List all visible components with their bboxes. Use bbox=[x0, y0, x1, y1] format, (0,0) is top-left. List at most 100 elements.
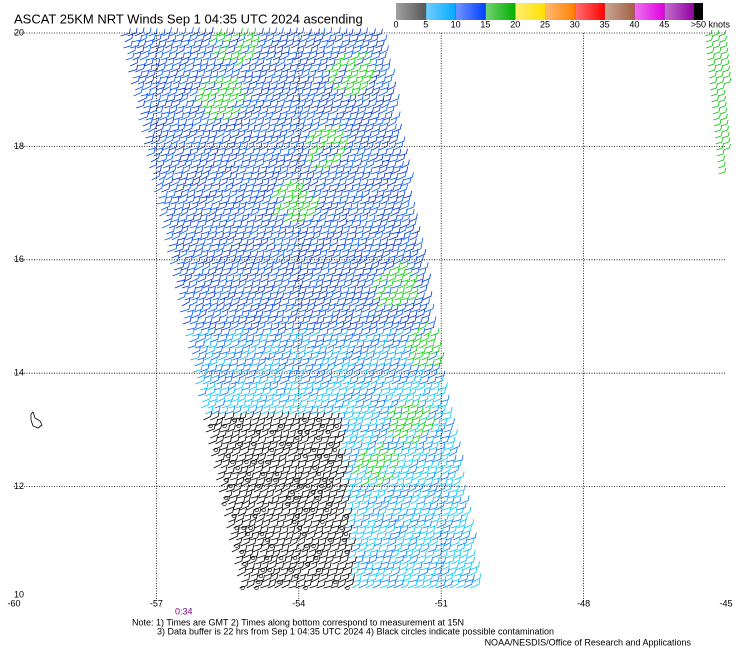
contamination-circle bbox=[328, 459, 333, 465]
colorbar-segment bbox=[634, 3, 665, 20]
contamination-circle bbox=[334, 423, 339, 429]
contamination-circle bbox=[310, 489, 315, 495]
contamination-circle bbox=[279, 555, 284, 561]
contamination-circle bbox=[343, 513, 349, 519]
contamination-circle bbox=[230, 459, 235, 465]
contamination-circle bbox=[265, 537, 270, 543]
contamination-circle bbox=[327, 501, 332, 507]
contamination-circle bbox=[329, 477, 334, 483]
x-tick-label: -54 bbox=[292, 598, 305, 608]
colorbar-segment bbox=[604, 3, 635, 20]
contamination-circle bbox=[239, 417, 244, 423]
contamination-circle bbox=[235, 465, 240, 471]
colorbar-segment bbox=[515, 3, 546, 20]
contamination-circle bbox=[237, 441, 242, 447]
contamination-circle bbox=[269, 429, 275, 435]
contamination-circle bbox=[294, 477, 299, 483]
contamination-circle bbox=[312, 465, 317, 471]
contamination-circle bbox=[224, 495, 229, 501]
colorbar-segment bbox=[425, 3, 457, 20]
contamination-circle bbox=[258, 573, 264, 579]
contamination-circle bbox=[260, 567, 265, 573]
contamination-circle bbox=[344, 549, 349, 555]
contamination-circle bbox=[226, 453, 231, 459]
wind-barbs bbox=[199, 380, 482, 589]
contamination-circle bbox=[297, 429, 303, 435]
contamination-circle bbox=[286, 441, 291, 447]
contamination-circle bbox=[289, 489, 294, 495]
contamination-circle bbox=[241, 525, 246, 531]
contamination-circle bbox=[316, 435, 321, 441]
contamination-circle bbox=[245, 531, 251, 537]
colorbar-tick-label: 10 bbox=[451, 19, 461, 29]
contamination-circle bbox=[315, 495, 320, 501]
contamination-circle bbox=[303, 585, 308, 591]
y-tick-label: 18 bbox=[14, 141, 24, 151]
contamination-circle bbox=[333, 579, 338, 585]
contamination-circle bbox=[234, 543, 239, 549]
contamination-circle bbox=[240, 585, 245, 591]
y-tick-label: 10 bbox=[14, 589, 24, 599]
wind-barbs bbox=[198, 380, 477, 589]
contamination-circle bbox=[269, 447, 274, 453]
colorbar-segment bbox=[485, 3, 516, 20]
contamination-circle bbox=[254, 585, 259, 591]
contamination-circle bbox=[301, 531, 307, 537]
contamination-circle bbox=[293, 555, 298, 561]
contamination-circle bbox=[256, 579, 261, 585]
colorbar-over bbox=[694, 3, 703, 20]
contamination-circle bbox=[222, 423, 227, 429]
x-tick-label: -45 bbox=[719, 598, 732, 608]
colorbar-segment bbox=[455, 3, 486, 20]
contamination-circle bbox=[232, 417, 237, 423]
wind-barbs bbox=[193, 27, 445, 487]
contamination-circle bbox=[279, 441, 284, 447]
contamination-circle bbox=[328, 537, 333, 543]
contamination-circle bbox=[316, 549, 321, 555]
colorbar-segment bbox=[396, 3, 427, 20]
wind-barbs bbox=[704, 29, 732, 175]
contamination-circle bbox=[317, 489, 322, 495]
contamination-circle bbox=[328, 441, 333, 447]
contamination-circle bbox=[208, 423, 213, 429]
contamination-circle bbox=[269, 543, 274, 549]
contamination-circle bbox=[304, 543, 309, 549]
colorbar-tick-label: 0 bbox=[393, 19, 398, 29]
x-tick-label: -57 bbox=[150, 598, 163, 608]
note: Note: 1) Times are GMT 2) Times along bo… bbox=[132, 617, 464, 627]
colorbar-tick-label: 20 bbox=[510, 19, 520, 29]
contamination-circle bbox=[303, 507, 308, 513]
x-tick-label: -51 bbox=[435, 598, 448, 608]
contamination-circle bbox=[277, 579, 282, 585]
contamination-circle bbox=[316, 567, 321, 573]
contamination-circle bbox=[222, 501, 227, 507]
contamination-circle bbox=[319, 483, 324, 489]
contamination-circle bbox=[265, 555, 270, 561]
contamination-circle bbox=[244, 459, 249, 465]
contamination-circle bbox=[297, 525, 302, 531]
contamination-circle bbox=[258, 459, 263, 465]
grid: 10 12 14 16 18 20 -60 -57 -54 -51 -48 -45 bbox=[7, 27, 732, 608]
colorbar-tick-label: 35 bbox=[600, 19, 610, 29]
contamination-circle bbox=[324, 507, 329, 513]
contamination-circle bbox=[242, 561, 247, 567]
colorbar-segment bbox=[664, 3, 695, 20]
contamination-circle bbox=[320, 423, 325, 429]
contamination-circle bbox=[294, 495, 299, 501]
contamination-circle bbox=[342, 537, 347, 543]
contamination-circle bbox=[265, 459, 270, 465]
colorbar-tick-label: 15 bbox=[480, 19, 490, 29]
wind-barbs bbox=[203, 411, 357, 589]
contamination-circle bbox=[317, 453, 322, 459]
contamination-circle bbox=[293, 573, 299, 579]
contamination-circle bbox=[260, 471, 266, 477]
contamination-circle bbox=[255, 429, 261, 435]
x-tick-label: -60 bbox=[7, 598, 20, 608]
contamination-circle bbox=[248, 525, 253, 531]
y-tick-label: 20 bbox=[14, 27, 24, 37]
contamination-circle bbox=[343, 531, 349, 537]
wind-barbs bbox=[187, 327, 446, 385]
contamination-circle bbox=[311, 543, 316, 549]
contamination-circle bbox=[261, 507, 266, 513]
